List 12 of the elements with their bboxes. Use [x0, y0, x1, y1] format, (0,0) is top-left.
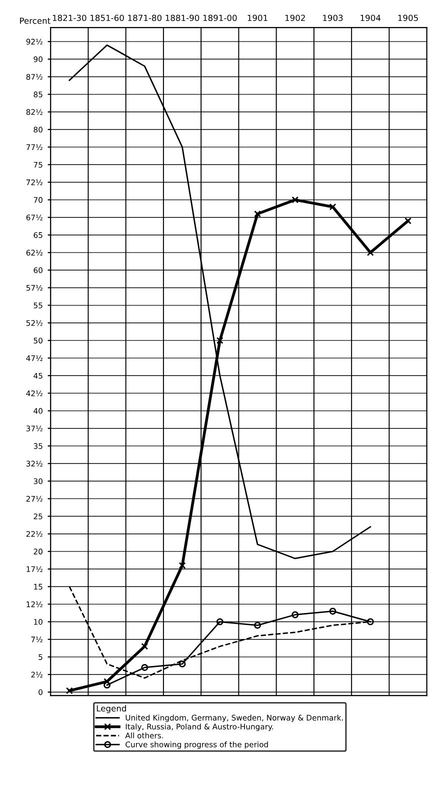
legend-title: Legend: [96, 705, 126, 714]
x-tick-label: 1903: [323, 14, 343, 22]
x-tick-label: 1891-00: [203, 14, 237, 22]
x-tick-label: 1851-60: [90, 14, 124, 22]
x-tick-label: 1901: [248, 14, 268, 22]
x-tick-label: 1871-80: [128, 14, 162, 22]
x-tick-label: 1902: [285, 14, 305, 22]
x-tick-label: 1881-90: [166, 14, 200, 22]
x-tick-label: 1821-30: [52, 14, 86, 22]
x-tick-label: 1905: [398, 14, 418, 22]
x-tick-label: 1904: [360, 14, 381, 22]
y-axis-title: Percent: [20, 18, 50, 24]
